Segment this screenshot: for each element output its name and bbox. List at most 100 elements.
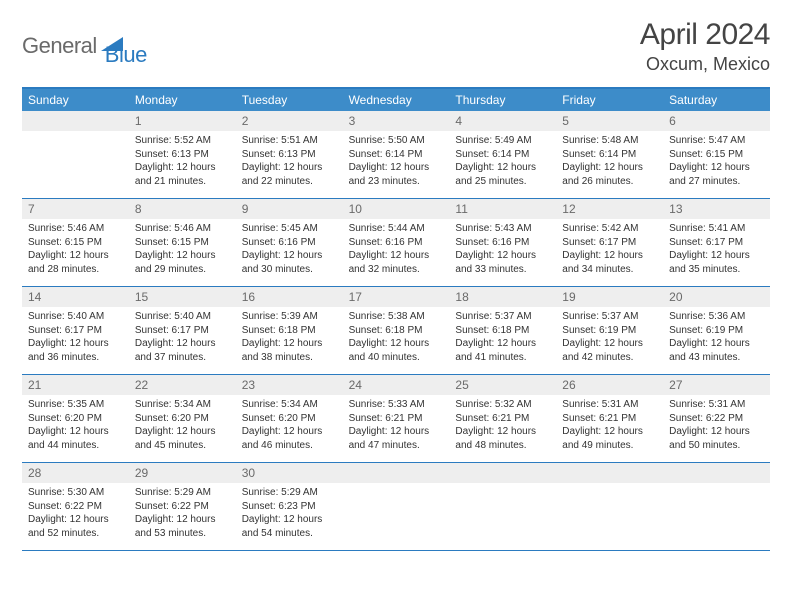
day-number: 30 [236, 463, 343, 483]
daylight-text: Daylight: 12 hours and 48 minutes. [455, 425, 550, 452]
sunrise-text: Sunrise: 5:33 AM [349, 398, 444, 412]
daylight-text: Daylight: 12 hours and 29 minutes. [135, 249, 230, 276]
week: 21222324252627Sunrise: 5:35 AMSunset: 6:… [22, 375, 770, 463]
title-block: April 2024 Oxcum, Mexico [640, 18, 770, 75]
daylight-text: Daylight: 12 hours and 21 minutes. [135, 161, 230, 188]
day-number: 4 [449, 111, 556, 131]
day-empty [663, 463, 770, 483]
sunrise-text: Sunrise: 5:38 AM [349, 310, 444, 324]
day-details: Sunrise: 5:40 AMSunset: 6:17 PMDaylight:… [22, 307, 129, 374]
day-details: Sunrise: 5:30 AMSunset: 6:22 PMDaylight:… [22, 483, 129, 550]
day-number: 24 [343, 375, 450, 395]
sunrise-text: Sunrise: 5:40 AM [135, 310, 230, 324]
day-number: 9 [236, 199, 343, 219]
day-number: 8 [129, 199, 236, 219]
sunset-text: Sunset: 6:20 PM [242, 412, 337, 426]
location: Oxcum, Mexico [640, 54, 770, 75]
sunrise-text: Sunrise: 5:30 AM [28, 486, 123, 500]
daylight-text: Daylight: 12 hours and 36 minutes. [28, 337, 123, 364]
day-number: 21 [22, 375, 129, 395]
sunset-text: Sunset: 6:20 PM [28, 412, 123, 426]
day-details: Sunrise: 5:52 AMSunset: 6:13 PMDaylight:… [129, 131, 236, 198]
day-number: 13 [663, 199, 770, 219]
day-details: Sunrise: 5:34 AMSunset: 6:20 PMDaylight:… [129, 395, 236, 462]
dow-cell: Wednesday [343, 89, 450, 111]
daylight-text: Daylight: 12 hours and 37 minutes. [135, 337, 230, 364]
daylight-text: Daylight: 12 hours and 25 minutes. [455, 161, 550, 188]
day-empty [22, 111, 129, 131]
sunset-text: Sunset: 6:18 PM [349, 324, 444, 338]
week: 78910111213Sunrise: 5:46 AMSunset: 6:15 … [22, 199, 770, 287]
day-number: 29 [129, 463, 236, 483]
daylight-text: Daylight: 12 hours and 33 minutes. [455, 249, 550, 276]
sunrise-text: Sunrise: 5:31 AM [669, 398, 764, 412]
daylight-text: Daylight: 12 hours and 40 minutes. [349, 337, 444, 364]
sunrise-text: Sunrise: 5:51 AM [242, 134, 337, 148]
dow-cell: Saturday [663, 89, 770, 111]
sunrise-text: Sunrise: 5:47 AM [669, 134, 764, 148]
day-details: Sunrise: 5:35 AMSunset: 6:20 PMDaylight:… [22, 395, 129, 462]
day-details: Sunrise: 5:47 AMSunset: 6:15 PMDaylight:… [663, 131, 770, 198]
day-details: Sunrise: 5:42 AMSunset: 6:17 PMDaylight:… [556, 219, 663, 286]
daylight-text: Daylight: 12 hours and 42 minutes. [562, 337, 657, 364]
day-number: 7 [22, 199, 129, 219]
sunrise-text: Sunrise: 5:48 AM [562, 134, 657, 148]
daylight-text: Daylight: 12 hours and 35 minutes. [669, 249, 764, 276]
sunset-text: Sunset: 6:18 PM [455, 324, 550, 338]
day-details-empty [556, 483, 663, 550]
day-empty [556, 463, 663, 483]
daylight-text: Daylight: 12 hours and 45 minutes. [135, 425, 230, 452]
day-number: 20 [663, 287, 770, 307]
sunset-text: Sunset: 6:15 PM [135, 236, 230, 250]
daylight-text: Daylight: 12 hours and 44 minutes. [28, 425, 123, 452]
day-details: Sunrise: 5:29 AMSunset: 6:23 PMDaylight:… [236, 483, 343, 550]
daylight-text: Daylight: 12 hours and 38 minutes. [242, 337, 337, 364]
day-number: 25 [449, 375, 556, 395]
sunrise-text: Sunrise: 5:41 AM [669, 222, 764, 236]
sunrise-text: Sunrise: 5:46 AM [28, 222, 123, 236]
sunset-text: Sunset: 6:14 PM [455, 148, 550, 162]
day-empty [343, 463, 450, 483]
sunset-text: Sunset: 6:15 PM [669, 148, 764, 162]
sunset-text: Sunset: 6:18 PM [242, 324, 337, 338]
sunrise-text: Sunrise: 5:29 AM [135, 486, 230, 500]
daylight-text: Daylight: 12 hours and 43 minutes. [669, 337, 764, 364]
sunrise-text: Sunrise: 5:52 AM [135, 134, 230, 148]
sunrise-text: Sunrise: 5:46 AM [135, 222, 230, 236]
dow-cell: Monday [129, 89, 236, 111]
sunset-text: Sunset: 6:19 PM [669, 324, 764, 338]
dow-cell: Friday [556, 89, 663, 111]
sunset-text: Sunset: 6:14 PM [562, 148, 657, 162]
day-details: Sunrise: 5:34 AMSunset: 6:20 PMDaylight:… [236, 395, 343, 462]
day-number: 26 [556, 375, 663, 395]
sunrise-text: Sunrise: 5:42 AM [562, 222, 657, 236]
day-details: Sunrise: 5:46 AMSunset: 6:15 PMDaylight:… [22, 219, 129, 286]
day-empty [449, 463, 556, 483]
sunrise-text: Sunrise: 5:34 AM [135, 398, 230, 412]
day-details: Sunrise: 5:39 AMSunset: 6:18 PMDaylight:… [236, 307, 343, 374]
day-number: 6 [663, 111, 770, 131]
month-title: April 2024 [640, 18, 770, 52]
day-details: Sunrise: 5:40 AMSunset: 6:17 PMDaylight:… [129, 307, 236, 374]
daylight-text: Daylight: 12 hours and 26 minutes. [562, 161, 657, 188]
sunset-text: Sunset: 6:19 PM [562, 324, 657, 338]
day-number: 15 [129, 287, 236, 307]
sunrise-text: Sunrise: 5:43 AM [455, 222, 550, 236]
sunset-text: Sunset: 6:23 PM [242, 500, 337, 514]
daylight-text: Daylight: 12 hours and 54 minutes. [242, 513, 337, 540]
logo: General Blue [22, 18, 147, 68]
sunset-text: Sunset: 6:16 PM [455, 236, 550, 250]
sunrise-text: Sunrise: 5:50 AM [349, 134, 444, 148]
day-details: Sunrise: 5:45 AMSunset: 6:16 PMDaylight:… [236, 219, 343, 286]
sunset-text: Sunset: 6:17 PM [135, 324, 230, 338]
sunset-text: Sunset: 6:17 PM [562, 236, 657, 250]
day-details: Sunrise: 5:50 AMSunset: 6:14 PMDaylight:… [343, 131, 450, 198]
day-details: Sunrise: 5:37 AMSunset: 6:19 PMDaylight:… [556, 307, 663, 374]
sunset-text: Sunset: 6:22 PM [28, 500, 123, 514]
day-number: 12 [556, 199, 663, 219]
daylight-text: Daylight: 12 hours and 52 minutes. [28, 513, 123, 540]
sunset-text: Sunset: 6:17 PM [669, 236, 764, 250]
day-details-empty [22, 131, 129, 198]
day-details-empty [663, 483, 770, 550]
sunrise-text: Sunrise: 5:35 AM [28, 398, 123, 412]
